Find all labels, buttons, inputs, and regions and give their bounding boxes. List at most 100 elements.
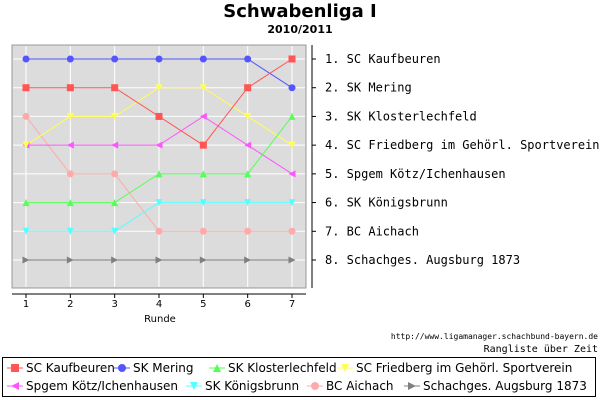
data-point bbox=[66, 84, 74, 92]
legend-swatch bbox=[209, 364, 225, 372]
data-point bbox=[66, 170, 74, 178]
data-point bbox=[408, 382, 416, 390]
data-point bbox=[190, 382, 198, 390]
legend-swatch bbox=[307, 382, 323, 390]
data-point bbox=[288, 199, 296, 207]
data-point bbox=[244, 141, 252, 149]
legend-label: SC Friedberg im Gehörl. Sportverein bbox=[356, 361, 573, 375]
data-point bbox=[244, 112, 252, 120]
data-point bbox=[22, 199, 30, 207]
rank-label: 5. Spgem Kötz/Ichenhausen bbox=[325, 167, 506, 181]
x-tick-label: 2 bbox=[67, 299, 73, 310]
x-tick-labels: 1 2 3 4 5 6 7 bbox=[23, 299, 295, 310]
data-point bbox=[341, 364, 349, 372]
data-point bbox=[244, 256, 252, 264]
line-chart: 1. SC Kaufbeuren 2. SK Mering 3. SK Kloste… bbox=[11, 44, 600, 325]
x-tick-label: 6 bbox=[244, 299, 250, 310]
legend-label: Spgem Kötz/Ichenhausen bbox=[26, 379, 178, 393]
data-point bbox=[155, 256, 163, 264]
data-point bbox=[155, 55, 163, 63]
data-point bbox=[111, 256, 119, 264]
legend-label: Schachges. Augsburg 1873 bbox=[423, 379, 587, 393]
data-point bbox=[66, 112, 74, 120]
rank-labels: 1. SC Kaufbeuren 2. SK Mering 3. SK Kloste… bbox=[325, 52, 600, 267]
data-point bbox=[11, 364, 19, 372]
data-point bbox=[288, 170, 296, 178]
legend-swatch bbox=[114, 364, 130, 372]
data-point bbox=[199, 199, 207, 207]
data-point bbox=[22, 141, 30, 149]
data-point bbox=[66, 141, 74, 149]
x-tick-label: 7 bbox=[289, 299, 295, 310]
data-point bbox=[111, 141, 119, 149]
legend-swatch bbox=[7, 364, 23, 372]
rank-label: 8. Schachges. Augsburg 1873 bbox=[325, 253, 520, 267]
data-point bbox=[199, 227, 207, 235]
legend-swatch bbox=[186, 382, 202, 390]
x-tick-label: 1 bbox=[23, 299, 29, 310]
rank-label: 6. SK Königsbrunn bbox=[325, 196, 448, 210]
data-point bbox=[66, 256, 74, 264]
data-point bbox=[244, 227, 252, 235]
rank-label: 7. BC Aichach bbox=[325, 224, 419, 238]
data-point bbox=[311, 382, 319, 390]
data-point bbox=[155, 199, 163, 207]
chart-caption: Rangliste über Zeit bbox=[483, 344, 598, 355]
data-point bbox=[22, 256, 30, 264]
data-point bbox=[111, 112, 119, 120]
rank-label: 3. SK Klosterlechfeld bbox=[325, 109, 477, 123]
legend-swatch bbox=[404, 382, 420, 390]
chart-subtitle: 2010/2011 bbox=[267, 23, 333, 36]
data-point bbox=[155, 227, 163, 235]
data-point bbox=[111, 199, 119, 207]
data-point bbox=[66, 199, 74, 207]
data-point bbox=[111, 84, 119, 92]
series-markers bbox=[22, 55, 296, 264]
data-point bbox=[66, 55, 74, 63]
data-point bbox=[22, 84, 30, 92]
data-point bbox=[199, 112, 207, 120]
data-point bbox=[11, 382, 19, 390]
data-point bbox=[199, 141, 207, 149]
data-point bbox=[199, 256, 207, 264]
data-point bbox=[155, 112, 163, 120]
legend-label: SK Klosterlechfeld bbox=[228, 361, 337, 375]
data-point bbox=[244, 170, 252, 178]
legend-label: BC Aichach bbox=[326, 379, 394, 393]
data-point bbox=[111, 55, 119, 63]
x-tick-label: 3 bbox=[111, 299, 117, 310]
data-point bbox=[111, 170, 119, 178]
data-point bbox=[155, 141, 163, 149]
rank-label: 1. SC Kaufbeuren bbox=[325, 52, 441, 66]
legend-swatch bbox=[7, 382, 23, 390]
data-point bbox=[244, 55, 252, 63]
data-point bbox=[155, 84, 163, 92]
data-point bbox=[244, 199, 252, 207]
data-point bbox=[244, 84, 252, 92]
chart-title: Schwabenliga I bbox=[223, 1, 377, 22]
data-point bbox=[22, 112, 30, 120]
x-tick-label: 5 bbox=[200, 299, 206, 310]
source-url: http://www.ligamanager.schachbund-bayern… bbox=[390, 332, 598, 341]
data-point bbox=[288, 227, 296, 235]
legend-label: SK Königsbrunn bbox=[205, 379, 300, 393]
data-point bbox=[288, 84, 296, 92]
legend-label: SC Kaufbeuren bbox=[26, 361, 115, 375]
data-point bbox=[199, 170, 207, 178]
data-point bbox=[22, 227, 30, 235]
axes bbox=[12, 45, 316, 298]
data-point bbox=[199, 84, 207, 92]
legend-label: SK Mering bbox=[133, 361, 194, 375]
data-point bbox=[213, 364, 221, 372]
x-axis-label: Runde bbox=[144, 314, 176, 325]
data-point bbox=[66, 227, 74, 235]
x-tick-label: 4 bbox=[156, 299, 162, 310]
data-point bbox=[199, 55, 207, 63]
data-point bbox=[22, 55, 30, 63]
data-point bbox=[288, 256, 296, 264]
rank-label: 2. SK Mering bbox=[325, 81, 412, 95]
data-point bbox=[155, 170, 163, 178]
data-point bbox=[288, 55, 296, 63]
data-point bbox=[288, 112, 296, 120]
data-point bbox=[288, 141, 296, 149]
